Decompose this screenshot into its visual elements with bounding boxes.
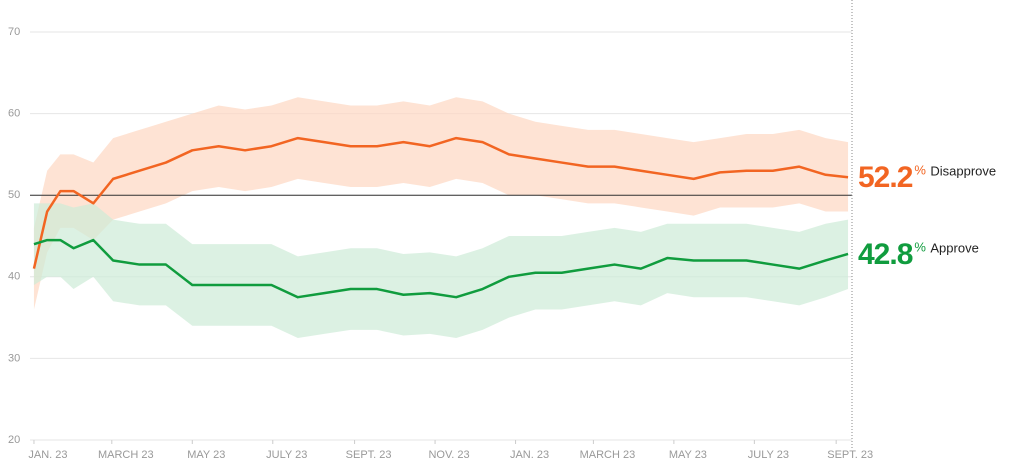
y-tick-label: 20: [8, 434, 20, 446]
x-tick-label: SEPT. 23: [827, 449, 873, 461]
legend-entry: 42.8% Approve: [858, 238, 979, 271]
trend-line: [33, 238, 849, 299]
x-tick-label: MARCH 23: [98, 449, 154, 461]
legend-entry: 52.2% Disapprove: [858, 161, 996, 194]
y-tick-label: 50: [8, 189, 20, 201]
y-tick-label: 30: [8, 352, 20, 364]
y-tick-label: 60: [8, 108, 20, 120]
x-tick-label: MAY 23: [187, 449, 225, 461]
y-tick-label: 40: [8, 271, 20, 283]
y-tick-label: 70: [8, 26, 20, 38]
x-tick-label: MAY 23: [669, 449, 707, 461]
x-tick-label: JAN. 23: [28, 449, 67, 461]
unit: %: [914, 163, 926, 178]
uncertainty-band: [33, 203, 849, 338]
x-tick-label: MARCH 23: [580, 449, 636, 461]
x-tick-label: NOV. 23: [428, 449, 469, 461]
current-value: 52.2: [858, 161, 913, 194]
trend-line: [32, 136, 849, 269]
series-name: Disapprove: [930, 164, 996, 179]
unit: %: [914, 239, 926, 254]
series-name: Approve: [930, 240, 978, 255]
x-tick-label: JAN. 23: [510, 449, 549, 461]
x-tick-label: SEPT. 23: [346, 449, 392, 461]
x-tick-label: JULY 23: [748, 449, 789, 461]
x-tick-label: JULY 23: [266, 449, 307, 461]
current-value: 42.8: [858, 238, 913, 271]
